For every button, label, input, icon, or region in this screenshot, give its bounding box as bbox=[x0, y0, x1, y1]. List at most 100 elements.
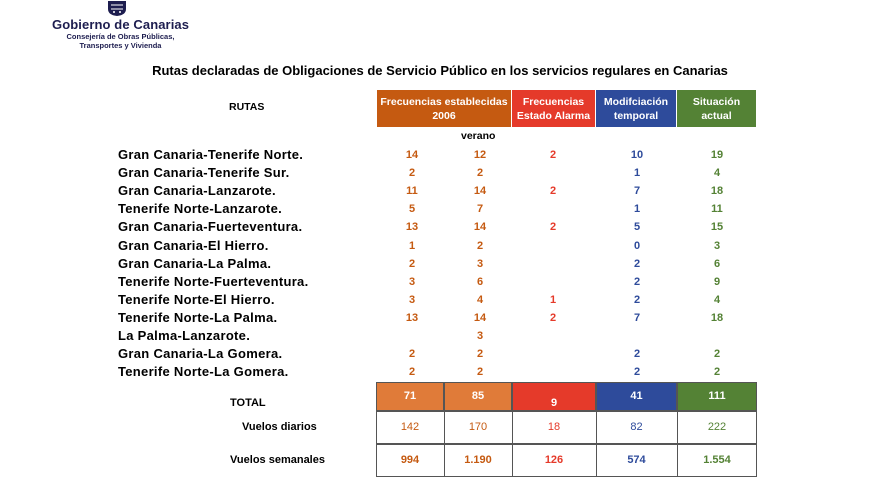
route-value-sit: 15 bbox=[710, 221, 724, 234]
route-value-verano: 4 bbox=[476, 293, 484, 306]
total-label: TOTAL bbox=[230, 397, 266, 409]
total-sit: 111 bbox=[708, 390, 726, 402]
header-alarma: Frecuencias Estado Alarma bbox=[512, 90, 595, 127]
route-value-mod: 2 bbox=[633, 293, 641, 306]
diarios-sit: 222 bbox=[707, 421, 727, 433]
gobierno-canarias-logo: Gobierno de Canarias Consejería de Obras… bbox=[52, 0, 192, 50]
semanales-mod: 574 bbox=[627, 454, 646, 466]
route-name: Gran Canaria-El Hierro. bbox=[118, 237, 269, 253]
total-f2006: 71 bbox=[403, 390, 417, 402]
route-name: Gran Canaria-Tenerife Norte. bbox=[118, 147, 304, 162]
route-value-verano: 14 bbox=[473, 221, 487, 234]
total-cell-f2006 bbox=[376, 382, 444, 411]
route-name: Gran Canaria-La Gomera. bbox=[118, 346, 283, 362]
route-value-verano: 2 bbox=[476, 348, 484, 361]
route-value-f2006: 3 bbox=[408, 293, 416, 306]
route-value-sit: 2 bbox=[713, 348, 721, 361]
total-cell-alarma bbox=[512, 382, 596, 411]
page-title: Rutas declaradas de Obligaciones de Serv… bbox=[152, 63, 728, 78]
route-value-sit: 18 bbox=[710, 311, 724, 324]
diarios-f2006: 142 bbox=[400, 421, 420, 433]
route-value-mod: 2 bbox=[633, 275, 641, 288]
route-value-verano: 3 bbox=[476, 257, 484, 270]
route-value-verano: 2 bbox=[476, 239, 484, 252]
route-value-mod: 0 bbox=[633, 239, 641, 252]
diarios-verano: 170 bbox=[468, 421, 488, 433]
header-frecuencias: Frecuencias establecidas 2006 bbox=[377, 90, 511, 127]
semanales-row-box bbox=[376, 444, 757, 477]
diarios-label: Vuelos diarios bbox=[242, 421, 317, 433]
org-name: Gobierno de Canarias bbox=[52, 17, 190, 32]
route-value-sit: 6 bbox=[713, 257, 721, 270]
route-value-alarma: 2 bbox=[549, 185, 557, 198]
route-value-f2006: 13 bbox=[405, 311, 419, 324]
route-value-mod: 7 bbox=[633, 311, 641, 324]
route-name: Tenerife Norte-La Palma. bbox=[118, 309, 278, 325]
route-value-sit: 11 bbox=[711, 203, 723, 216]
route-name: Tenerife Norte-El Hierro. bbox=[118, 291, 275, 307]
route-value-sit: 4 bbox=[713, 293, 721, 306]
diarios-alarma: 18 bbox=[547, 421, 561, 433]
total-cell-verano bbox=[444, 382, 512, 411]
route-name: La Palma-Lanzarote. bbox=[118, 328, 251, 343]
total-verano: 85 bbox=[471, 390, 485, 402]
route-value-f2006: 3 bbox=[408, 275, 416, 288]
route-value-f2006: 2 bbox=[408, 257, 416, 270]
route-value-mod: 1 bbox=[633, 167, 641, 180]
route-value-verano: 14 bbox=[473, 311, 487, 324]
route-value-mod: 7 bbox=[633, 185, 641, 198]
route-value-mod: 2 bbox=[633, 257, 641, 270]
route-value-verano: 2 bbox=[476, 366, 484, 379]
route-value-sit: 3 bbox=[713, 239, 721, 252]
total-alarma: 9 bbox=[550, 397, 558, 409]
header-situacion: Situación actual bbox=[677, 90, 756, 127]
rutas-header: RUTAS bbox=[229, 101, 265, 113]
department-name: Consejería de Obras Públicas, Transporte… bbox=[66, 32, 175, 50]
route-value-alarma: 2 bbox=[549, 149, 557, 161]
route-value-alarma: 2 bbox=[549, 221, 557, 234]
subheader-verano: verano bbox=[461, 130, 496, 142]
diarios-row-box bbox=[376, 411, 757, 444]
route-name: Tenerife Norte-Lanzarote. bbox=[118, 201, 283, 217]
route-value-f2006: 11 bbox=[406, 185, 418, 198]
route-value-alarma: 2 bbox=[549, 311, 557, 324]
total-cell-mod bbox=[596, 382, 677, 411]
route-value-mod: 2 bbox=[633, 348, 641, 361]
route-value-alarma: 1 bbox=[549, 293, 557, 306]
route-value-sit: 4 bbox=[713, 167, 721, 180]
total-cell-sit bbox=[677, 382, 757, 411]
route-value-f2006: 2 bbox=[408, 366, 416, 379]
route-value-f2006: 2 bbox=[408, 167, 416, 180]
diarios-mod: 82 bbox=[630, 421, 643, 433]
route-value-sit: 2 bbox=[713, 366, 721, 379]
semanales-alarma: 126 bbox=[544, 454, 564, 466]
route-value-f2006: 1 bbox=[408, 239, 416, 252]
route-value-verano: 7 bbox=[476, 203, 484, 216]
route-value-verano: 14 bbox=[473, 185, 487, 198]
route-value-mod: 5 bbox=[633, 221, 641, 234]
route-name: Gran Canaria-Fuerteventura. bbox=[118, 219, 303, 235]
route-value-mod: 10 bbox=[630, 149, 644, 161]
route-value-sit: 18 bbox=[710, 185, 724, 198]
route-value-f2006: 2 bbox=[408, 348, 416, 361]
coat-of-arms-icon bbox=[108, 1, 126, 16]
route-value-f2006: 14 bbox=[405, 149, 419, 161]
route-name: Tenerife Norte-La Gomera. bbox=[118, 364, 289, 380]
route-value-sit: 9 bbox=[713, 275, 721, 288]
route-name: Tenerife Norte-Fuerteventura. bbox=[118, 273, 309, 289]
header-modificacion: Modifciación temporal bbox=[596, 90, 676, 127]
semanales-f2006: 994 bbox=[400, 454, 420, 466]
route-value-verano: 12 bbox=[473, 149, 487, 161]
route-value-verano: 3 bbox=[476, 330, 484, 342]
total-mod: 41 bbox=[630, 390, 643, 402]
route-name: Gran Canaria-La Palma. bbox=[118, 255, 272, 271]
semanales-sit: 1.554 bbox=[703, 454, 731, 466]
route-value-f2006: 13 bbox=[405, 221, 419, 234]
route-value-mod: 2 bbox=[633, 366, 641, 379]
semanales-verano: 1.190 bbox=[464, 454, 492, 466]
route-name: Gran Canaria-Tenerife Sur. bbox=[118, 165, 290, 181]
semanales-label: Vuelos semanales bbox=[230, 454, 325, 466]
route-value-verano: 2 bbox=[476, 167, 484, 180]
route-value-f2006: 5 bbox=[408, 203, 416, 216]
route-value-sit: 19 bbox=[710, 149, 724, 161]
